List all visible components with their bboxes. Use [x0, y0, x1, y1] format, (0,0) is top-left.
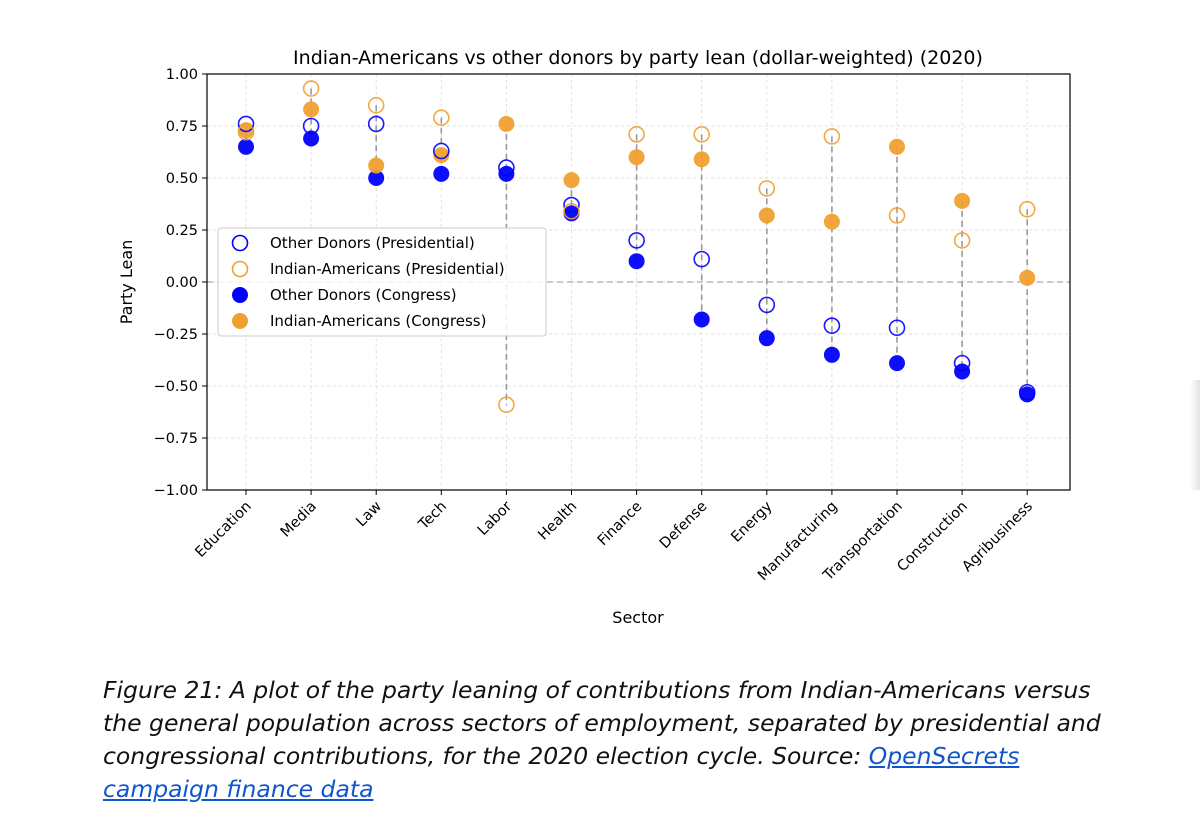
y-tick-label: 0.75: [166, 119, 198, 135]
data-point: [823, 317, 841, 334]
y-tick-label: −1.00: [154, 483, 198, 499]
data-point: [498, 115, 515, 132]
figure-caption: Figure 21: A plot of the party leaning o…: [103, 674, 1103, 806]
legend-marker: [231, 234, 249, 252]
x-tick-label: Education: [192, 499, 254, 561]
data-point: [758, 296, 776, 314]
x-tick-label: Health: [535, 499, 580, 544]
data-point: [823, 128, 841, 145]
y-tick-label: −0.25: [154, 327, 198, 343]
data-point: [433, 165, 450, 182]
data-point: [758, 180, 776, 197]
chart: Indian-Americans vs other donors by part…: [117, 47, 1071, 627]
y-tick-label: −0.50: [154, 379, 198, 395]
data-point: [1018, 200, 1036, 218]
data-point: [758, 207, 775, 224]
source-link[interactable]: OpenSecrets campaign finance data: [103, 742, 1020, 803]
data-point: [628, 253, 645, 270]
legend-label: Indian-Americans (Congress): [270, 312, 486, 330]
data-point: [954, 363, 971, 380]
data-point: [889, 138, 905, 155]
data-point: [823, 213, 840, 230]
data-point: [953, 354, 971, 372]
edge-shadow: [1190, 380, 1200, 490]
data-point: [367, 96, 385, 114]
data-point: [693, 126, 711, 143]
data-point: [628, 232, 645, 249]
legend: Other Donors (Presidential) Indian-Americ…: [217, 227, 547, 337]
data-point: [237, 115, 255, 133]
data-point: [954, 192, 971, 209]
data-point: [302, 80, 320, 97]
data-point: [432, 142, 450, 160]
data-point: [432, 109, 450, 126]
legend-label: Other Donors (Congress): [270, 286, 457, 304]
data-point: [368, 157, 385, 174]
y-axis: 1.00 0.75 0.50 0.25 0.00 −0.25 −0.50 −0.75 −1.00: [154, 67, 207, 499]
legend-box: [217, 227, 547, 337]
data-point: [889, 355, 905, 372]
legend-label: Indian-Americans (Presidential): [270, 260, 505, 278]
data-point: [693, 250, 711, 268]
data-point: [368, 170, 385, 186]
x-tick-label: Law: [353, 498, 385, 530]
data-point: [693, 151, 710, 168]
y-tick-label: 0.50: [166, 171, 198, 187]
x-tick-label: Finance: [595, 498, 646, 549]
y-tick-label: 1.00: [166, 67, 198, 83]
data-point: [238, 138, 254, 155]
x-axis: Education Media Law Tech Labor Health Finance D…: [192, 490, 1036, 585]
x-tick-label: Labor: [475, 498, 515, 538]
caption-text: Figure 21: A plot of the party leaning o…: [103, 676, 1101, 770]
data-point: [367, 115, 385, 133]
legend-marker: [232, 313, 248, 329]
data-point: [823, 346, 840, 363]
x-tick-label: Agribusiness: [959, 499, 1036, 576]
y-tick-label: 0.00: [166, 275, 198, 291]
legend-marker: [231, 260, 249, 278]
x-tick-label: Defense: [657, 498, 711, 552]
x-axis-label: Sector: [612, 608, 664, 627]
data-point: [628, 149, 645, 166]
x-tick-label: Media: [278, 499, 320, 541]
data-point: [628, 126, 645, 143]
data-point: [953, 232, 971, 249]
data-point: [303, 101, 320, 118]
data-point: [1018, 383, 1036, 401]
chart-title: Indian-Americans vs other donors by part…: [293, 47, 983, 69]
x-tick-label: Tech: [415, 499, 450, 534]
data-point: [433, 147, 450, 164]
data-point: [758, 330, 775, 347]
y-tick-label: −0.75: [154, 431, 198, 447]
x-tick-label: Energy: [728, 498, 776, 546]
data-point: [563, 202, 580, 220]
legend-label: Other Donors (Presidential): [270, 234, 475, 252]
y-axis-label: Party Lean: [117, 240, 136, 325]
data-point: [563, 172, 580, 189]
legend-marker: [232, 287, 248, 303]
data-point: [563, 196, 580, 214]
data-point: [693, 311, 710, 328]
data-point: [498, 165, 515, 182]
data-point: [888, 207, 906, 224]
y-tick-label: 0.25: [166, 223, 198, 239]
data-point: [498, 396, 515, 414]
data-point: [888, 319, 906, 337]
data-point: [237, 123, 255, 141]
data-point: [303, 130, 320, 147]
markers: [237, 80, 1036, 414]
data-point: [498, 159, 515, 176]
data-point: [302, 117, 320, 135]
data-point: [1019, 269, 1036, 286]
